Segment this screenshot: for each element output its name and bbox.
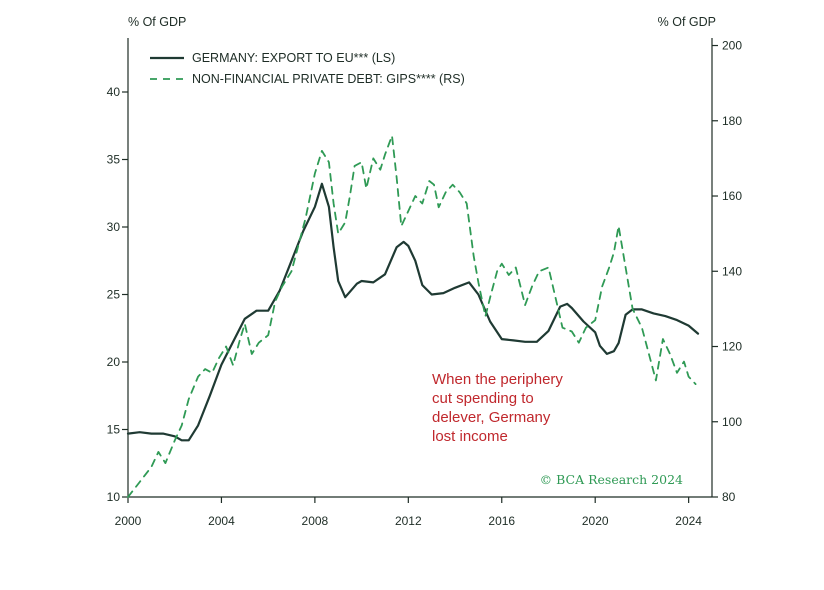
legend-label-debt: NON-FINANCIAL PRIVATE DEBT: GIPS**** (RS… — [192, 72, 465, 86]
y-left-ticks: 10 15 20 25 30 35 40 — [107, 85, 128, 504]
annotation: When the periphery cut spending to delev… — [432, 371, 563, 445]
y-right-tick-label: 180 — [722, 114, 742, 128]
legend: GERMANY: EXPORT TO EU*** (LS) NON-FINANC… — [150, 51, 465, 86]
y-right-tick-label: 140 — [722, 264, 742, 278]
y-left-tick-label: 40 — [107, 85, 121, 99]
series-layer — [126, 134, 700, 498]
y-left-tick-label: 25 — [107, 288, 121, 302]
y-left-tick-label: 30 — [107, 220, 121, 234]
x-tick-label: 2016 — [488, 514, 515, 528]
annotation-line-1: When the periphery — [432, 371, 563, 388]
x-tick-label: 2008 — [302, 514, 329, 528]
y-left-tick-label: 15 — [107, 423, 121, 437]
x-ticks: 2000 2004 2008 2012 2016 2020 2024 — [115, 497, 702, 528]
y-right-ticks: 80 100 120 140 160 180 200 — [712, 39, 742, 504]
y-right-unit-label: % Of GDP — [658, 15, 716, 29]
axes — [127, 38, 713, 498]
y-right-tick-label: 160 — [722, 189, 742, 203]
annotation-line-3: delever, Germany — [432, 409, 551, 426]
y-left-tick-label: 20 — [107, 355, 121, 369]
series-line-debt — [127, 134, 697, 498]
legend-label-export: GERMANY: EXPORT TO EU*** (LS) — [192, 51, 395, 65]
y-left-tick-label: 10 — [107, 490, 121, 504]
y-right-tick-label: 100 — [722, 415, 742, 429]
x-tick-label: 2012 — [395, 514, 422, 528]
y-right-tick-label: 120 — [722, 340, 742, 354]
credit-text: © BCA Research 2024 — [540, 472, 683, 487]
x-tick-label: 2004 — [208, 514, 235, 528]
series-line-export — [126, 182, 700, 442]
y-left-tick-label: 35 — [107, 153, 121, 167]
x-tick-label: 2024 — [675, 514, 702, 528]
y-left-unit-label: % Of GDP — [128, 15, 186, 29]
x-tick-label: 2020 — [582, 514, 609, 528]
y-right-tick-label: 80 — [722, 490, 736, 504]
y-right-tick-label: 200 — [722, 39, 742, 53]
annotation-line-2: cut spending to — [432, 390, 534, 407]
annotation-line-4: lost income — [432, 428, 508, 445]
x-tick-label: 2000 — [115, 514, 142, 528]
